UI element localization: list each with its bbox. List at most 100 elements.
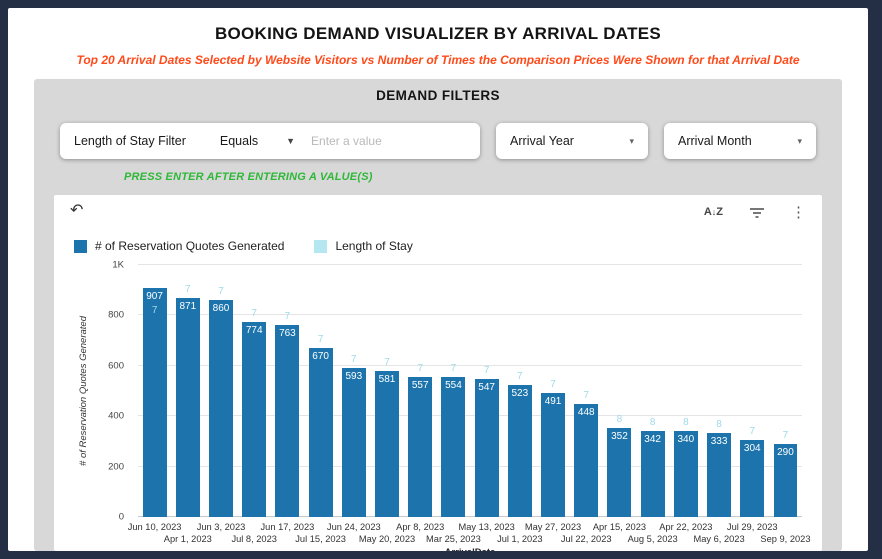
bar-column[interactable]: 7 593 Jun 24, 2023 — [327, 265, 381, 532]
length-of-stay-label: 7 — [517, 371, 523, 383]
sort-az-icon[interactable]: A ↓ Z — [703, 206, 723, 218]
x-tick-label: May 6, 2023 — [693, 534, 745, 544]
gridline — [138, 264, 802, 265]
arrival-month-dropdown[interactable]: Arrival Month ▾ — [664, 123, 816, 159]
bar[interactable]: 581 — [375, 370, 399, 517]
y-axis: 0 200 400 600 800 1K — [66, 260, 132, 523]
bar[interactable]: 290 — [773, 443, 798, 517]
bar[interactable]: 554 — [441, 377, 466, 517]
length-of-stay-label: 7 — [417, 362, 423, 374]
legend-item-quotes[interactable]: # of Reservation Quotes Generated — [74, 239, 284, 253]
x-tick-label: Apr 1, 2023 — [163, 534, 212, 544]
demand-filters-panel: DEMAND FILTERS Length of Stay Filter Equ… — [34, 79, 842, 551]
x-tick-label: Apr 8, 2023 — [396, 522, 445, 532]
bar-column[interactable]: 7 554 Mar 25, 2023 — [426, 265, 481, 544]
bar-value-label: 581 — [378, 373, 396, 385]
bar-column[interactable]: 7 871 Apr 1, 2023 — [164, 265, 212, 544]
bar-column[interactable]: 7 304 Jul 29, 2023 — [727, 265, 778, 532]
undo-icon[interactable]: ↶ — [70, 202, 84, 219]
bar[interactable]: 871 — [175, 297, 200, 517]
bar-value-label: 907 — [146, 291, 163, 303]
bar-value-label: 557 — [411, 379, 429, 391]
x-tick-label: May 20, 2023 — [358, 534, 416, 544]
bar-column[interactable]: 7 860 Jun 3, 2023 — [197, 265, 246, 532]
length-of-stay-label: 7 — [749, 426, 756, 438]
bar-chart: # of Reservation Quotes Generated 0 200 40… — [66, 259, 811, 552]
x-tick-label: Jul 22, 2023 — [560, 534, 612, 544]
bar[interactable]: 774 — [242, 321, 267, 517]
bar[interactable]: 448 — [574, 404, 599, 517]
chevron-down-icon: ▾ — [629, 135, 635, 146]
bar[interactable]: 340 — [673, 431, 698, 517]
x-tick-label: Aug 5, 2023 — [627, 534, 678, 544]
bar-column[interactable]: 7 763 Jun 17, 2023 — [261, 265, 315, 532]
bar-column[interactable]: 7 491 May 27, 2023 — [525, 265, 581, 532]
x-tick-label: Jul 15, 2023 — [295, 534, 346, 544]
bar-column[interactable]: 7 523 Jul 1, 2023 — [497, 265, 543, 544]
bar-column[interactable]: 7 557 Apr 8, 2023 — [396, 265, 444, 532]
bar-column[interactable]: 7 290 Sep 9, 2023 — [760, 265, 810, 544]
length-of-stay-label: 7 — [218, 286, 224, 298]
bar[interactable]: 860 — [209, 300, 233, 517]
bar-column[interactable]: 7 547 May 13, 2023 — [458, 265, 514, 532]
bar-value-label: 670 — [312, 351, 329, 363]
filter-icon[interactable] — [749, 206, 765, 220]
bar[interactable]: 342 — [640, 430, 665, 517]
bar-column[interactable]: 7 670 Jul 15, 2023 — [295, 265, 346, 544]
app-window: BOOKING DEMAND VISUALIZER BY ARRIVAL DAT… — [8, 8, 868, 551]
bar-column[interactable]: 7 448 Jul 22, 2023 — [561, 265, 612, 544]
bar-value-label: 523 — [511, 388, 529, 400]
bar[interactable]: 907 7 — [142, 288, 167, 517]
length-of-stay-label: 8 — [716, 419, 722, 431]
bar-value-label: 342 — [644, 433, 661, 445]
bar[interactable]: 352 — [607, 428, 632, 517]
arrival-year-label: Arrival Year — [510, 134, 574, 148]
bar-value-label: 547 — [478, 382, 495, 394]
length-of-stay-label: 8 — [683, 417, 689, 429]
bar-value-label: 340 — [677, 434, 695, 446]
length-of-stay-label: 7 — [284, 310, 291, 322]
operator-dropdown[interactable]: Equals ▼ — [220, 134, 295, 148]
y-tick-label: 1K — [112, 259, 124, 271]
arrival-year-dropdown[interactable]: Arrival Year ▾ — [496, 123, 649, 159]
legend-swatch — [74, 239, 87, 253]
bar-column[interactable]: 907 7 Jun 10, 2023 — [128, 265, 181, 532]
x-tick-label: Jun 24, 2023 — [326, 522, 381, 532]
bar[interactable]: 763 — [275, 324, 300, 517]
arrival-month-label: Arrival Month — [678, 134, 752, 148]
bar-value-label: 304 — [743, 443, 761, 455]
bar[interactable]: 523 — [507, 385, 532, 517]
legend-item-length-of-stay[interactable]: Length of Stay — [314, 239, 413, 253]
x-tick-label: May 27, 2023 — [524, 522, 582, 532]
legend-swatch — [314, 239, 328, 253]
length-of-stay-value-input[interactable] — [311, 134, 467, 148]
bar[interactable]: 333 — [707, 433, 731, 517]
bar[interactable]: 593 — [341, 367, 366, 517]
chart-toolbar: ↶ A ↓ Z ⋮ — [66, 202, 810, 227]
bar[interactable]: 491 — [541, 393, 565, 517]
chart-card: ↶ A ↓ Z ⋮ # of Reservation — [54, 195, 822, 551]
more-options-icon[interactable]: ⋮ — [791, 204, 806, 221]
bar-column[interactable]: 8 352 Apr 15, 2023 — [593, 265, 646, 532]
legend-label: # of Reservation Quotes Generated — [95, 239, 285, 253]
bar[interactable]: 547 — [474, 379, 499, 517]
bar-column[interactable]: 7 774 Jul 8, 2023 — [231, 265, 277, 544]
length-of-stay-label: 7 — [185, 283, 191, 295]
chevron-down-icon: ▼ — [286, 136, 296, 146]
bar-column[interactable]: 8 340 Apr 22, 2023 — [659, 265, 712, 532]
bar[interactable]: 670 — [308, 348, 333, 517]
bar-column[interactable]: 8 342 Aug 5, 2023 — [628, 265, 678, 544]
bar-value-label: 554 — [445, 380, 462, 392]
bar-column[interactable]: 7 581 May 20, 2023 — [359, 265, 415, 544]
bar-value-label: 448 — [577, 407, 595, 419]
length-of-stay-label: 7 — [550, 379, 556, 391]
length-of-stay-label: 7 — [384, 356, 390, 368]
bar-value-label: 352 — [611, 431, 628, 443]
filter-row: Length of Stay Filter Equals ▼ Arrival Y… — [60, 123, 816, 159]
length-of-stay-label: 7 — [483, 365, 490, 377]
bar-column[interactable]: 8 333 May 6, 2023 — [693, 265, 744, 544]
page-title: BOOKING DEMAND VISUALIZER BY ARRIVAL DAT… — [214, 24, 662, 43]
bar[interactable]: 557 — [408, 376, 433, 517]
bar[interactable]: 304 — [740, 440, 765, 517]
